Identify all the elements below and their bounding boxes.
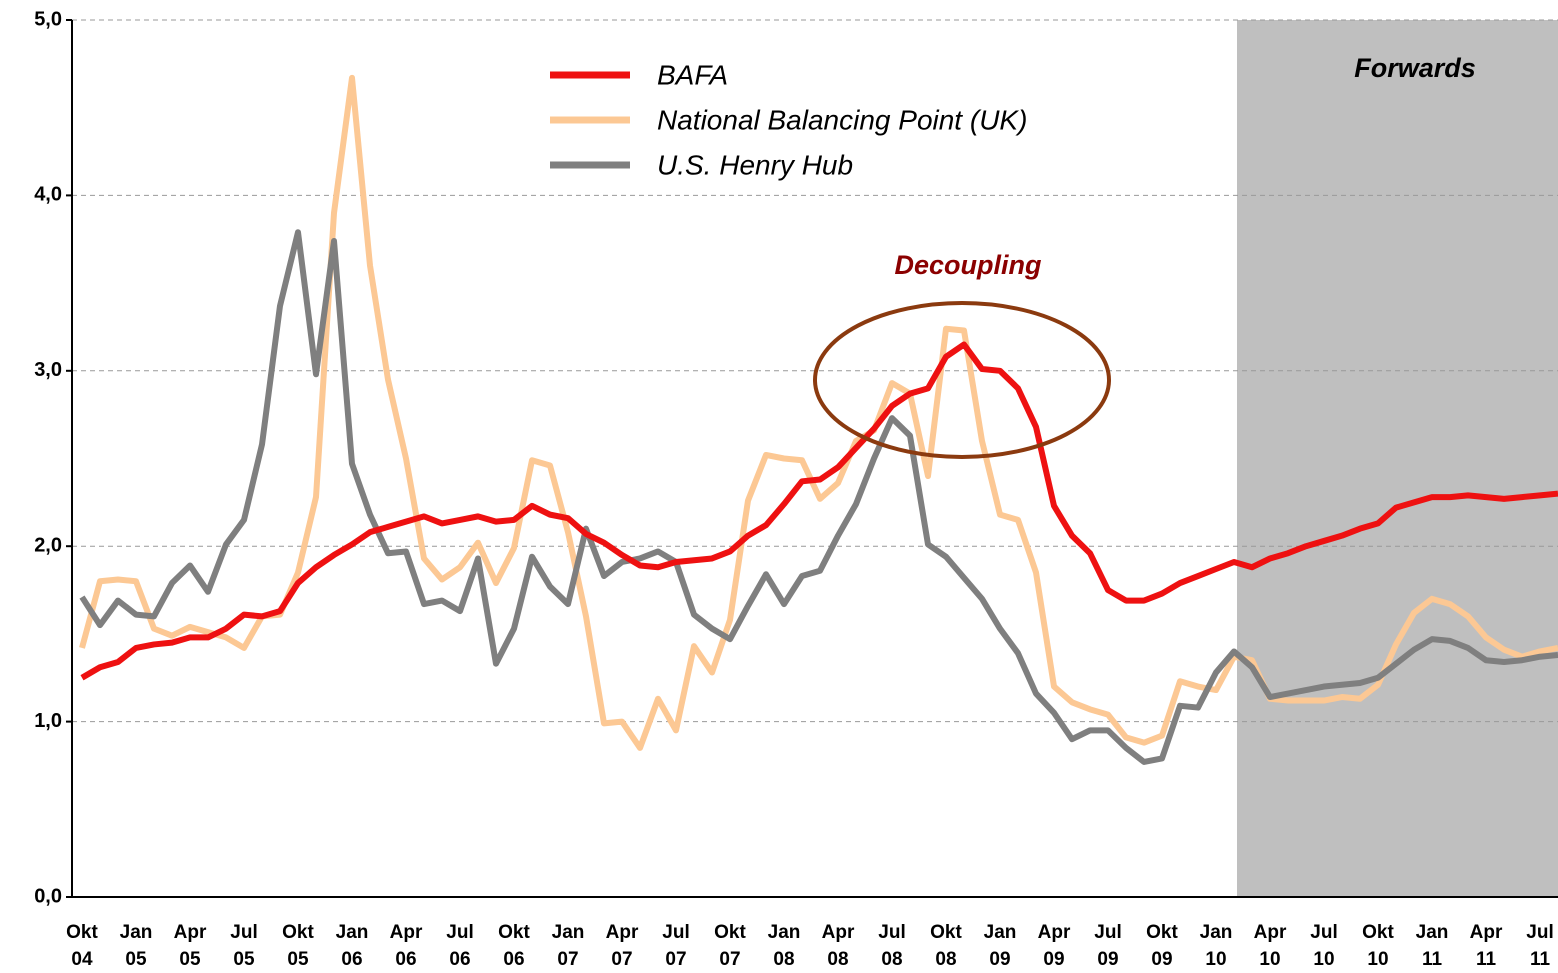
x-tick-label: Jul 10 [1310,922,1338,970]
x-tick-label: Apr 07 [605,922,639,970]
y-tick-label: 5,0 [34,8,62,30]
x-tick-label: Okt 09 [1146,922,1178,970]
x-tick-label: Okt 10 [1362,922,1394,970]
forwards-label: Forwards [1354,53,1476,83]
x-tick-label: Jan 09 [983,922,1017,970]
x-tick-label: Jan 11 [1415,922,1449,970]
x-tick-label: Apr 09 [1037,922,1071,970]
decoupling-label: Decoupling [895,250,1043,280]
y-tick-label: 0,0 [34,885,62,907]
x-tick-label: Okt 04 [66,922,98,970]
legend-label: National Balancing Point (UK) [657,104,1027,135]
x-tick-label: Apr 11 [1469,922,1503,970]
x-tick-label: Jul 05 [230,922,258,970]
x-tick-label: Okt 05 [282,922,314,970]
y-tick-label: 2,0 [34,534,62,556]
decoupling-ellipse [813,301,1111,459]
x-tick-label: Okt 07 [714,922,746,970]
forwards-region [1237,20,1558,897]
y-tick-label: 1,0 [34,710,62,732]
x-tick-label: Jan 05 [119,922,153,970]
x-tick-label: Jul 09 [1094,922,1122,970]
series-line [80,341,1558,681]
x-tick-label: Jan 07 [551,922,585,970]
x-tick-label: Apr 08 [821,922,855,970]
x-tick-label: Jul 07 [662,922,690,970]
y-tick-label: 4,0 [34,184,62,206]
x-tick-label: Okt 06 [498,922,530,970]
y-tick-label: 3,0 [34,359,62,381]
x-tick-label: Apr 06 [389,922,423,970]
x-tick-label: Jan 06 [335,922,369,970]
legend-label: U.S. Henry Hub [657,149,853,180]
x-tick-label: Okt 08 [930,922,962,970]
legend-label: BAFA [657,59,728,90]
x-tick-label: Jul 08 [878,922,906,970]
x-tick-label: Jul 06 [446,922,474,970]
series-line [79,229,1558,765]
x-tick-label: Apr 10 [1253,922,1287,970]
x-tick-label: Jul 11 [1526,922,1554,970]
x-tick-label: Apr 05 [173,922,207,970]
x-tick-label: Jan 10 [1199,922,1233,970]
x-tick-label: Jan 08 [767,922,801,970]
